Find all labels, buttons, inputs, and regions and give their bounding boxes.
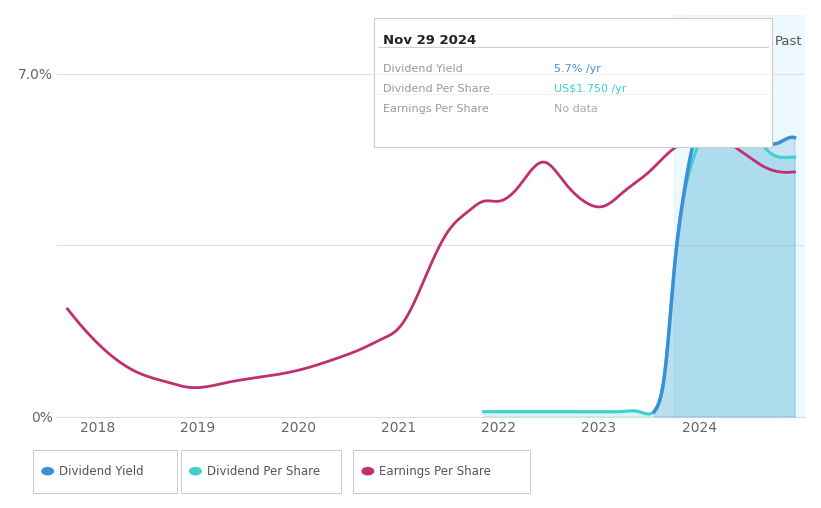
Text: Dividend Per Share: Dividend Per Share — [207, 465, 320, 478]
Text: Earnings Per Share: Earnings Per Share — [383, 104, 489, 114]
Text: US$1.750 /yr: US$1.750 /yr — [554, 84, 626, 94]
Text: Past: Past — [775, 35, 803, 48]
Text: Earnings Per Share: Earnings Per Share — [379, 465, 491, 478]
Text: Nov 29 2024: Nov 29 2024 — [383, 34, 477, 47]
Bar — [674, 15, 805, 417]
Text: 5.7% /yr: 5.7% /yr — [554, 64, 601, 74]
Text: Dividend Yield: Dividend Yield — [59, 465, 144, 478]
Text: Dividend Yield: Dividend Yield — [383, 64, 463, 74]
Text: Dividend Per Share: Dividend Per Share — [383, 84, 490, 94]
Text: No data: No data — [554, 104, 598, 114]
